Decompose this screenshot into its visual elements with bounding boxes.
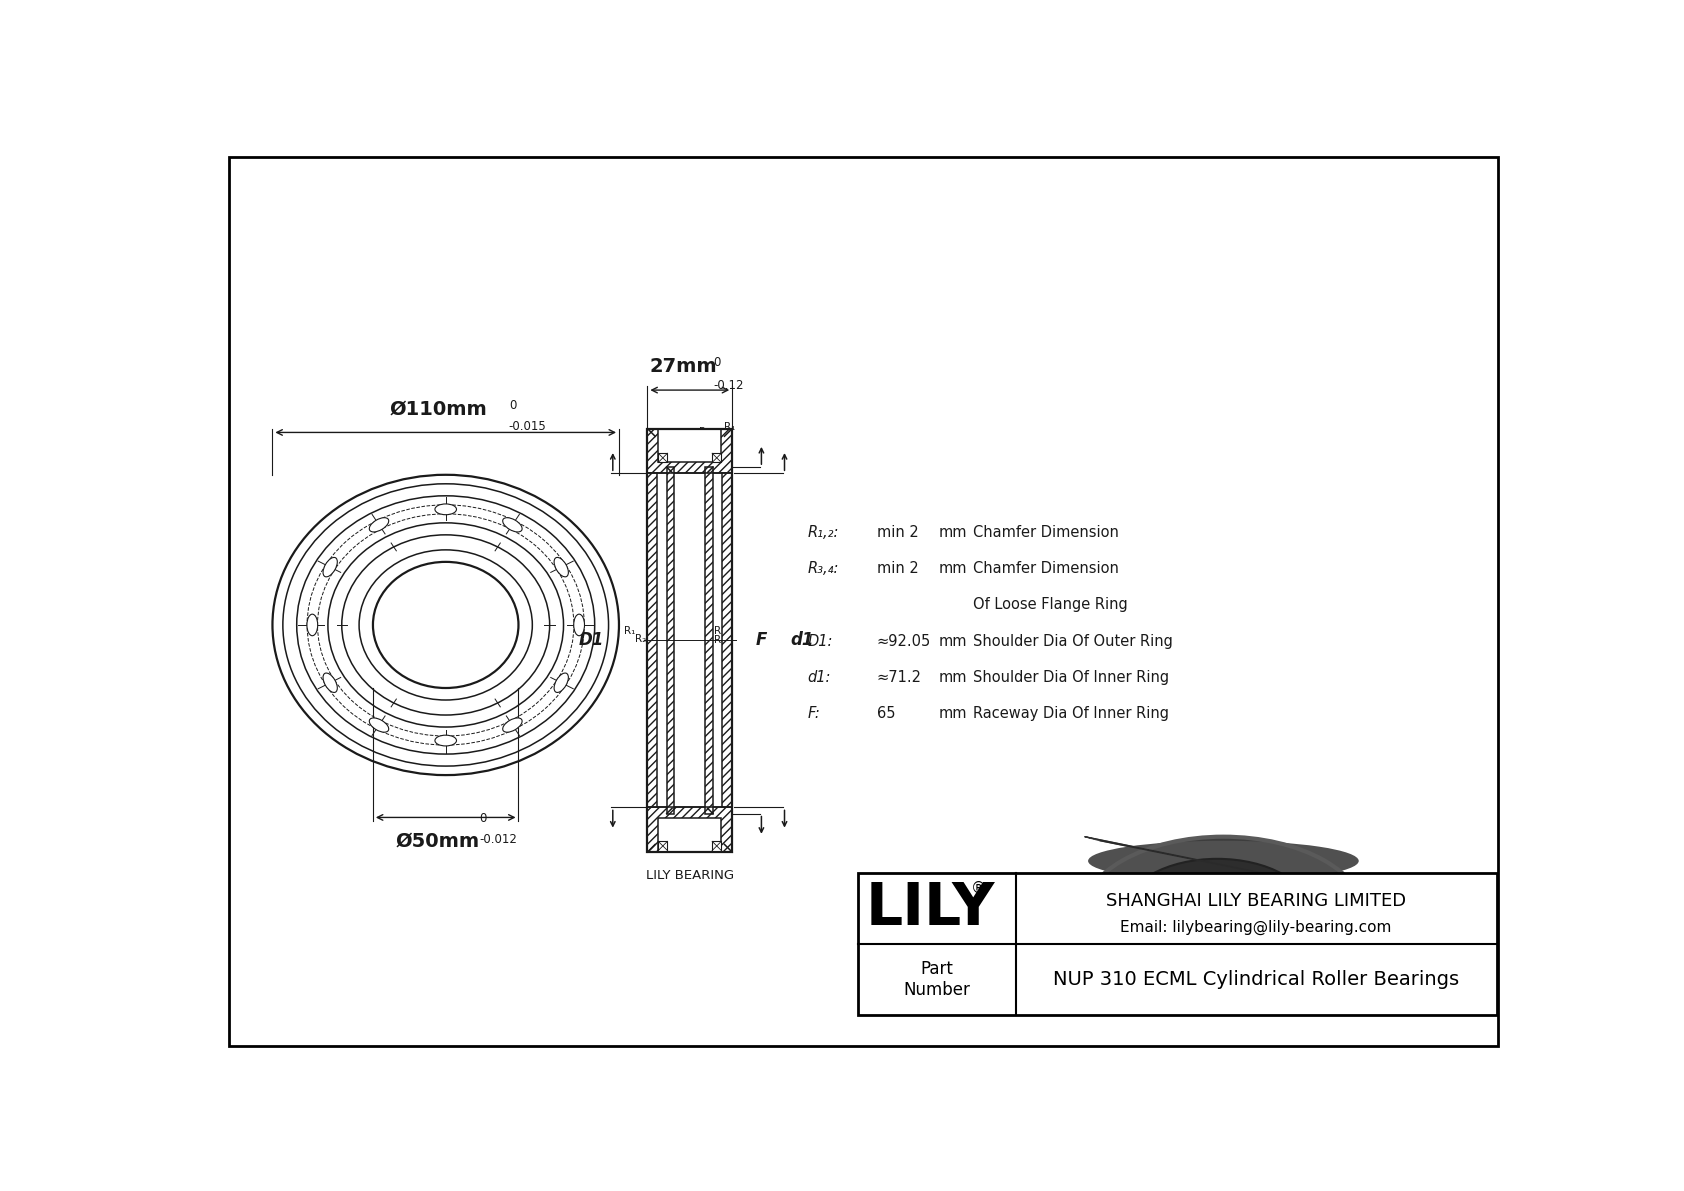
Text: ≈71.2: ≈71.2 (877, 669, 921, 685)
Bar (658, 841, 667, 850)
Text: LILY: LILY (866, 880, 995, 937)
Text: mm: mm (938, 634, 967, 649)
Text: R₄: R₄ (714, 636, 726, 646)
Text: SHANGHAI LILY BEARING LIMITED: SHANGHAI LILY BEARING LIMITED (1106, 892, 1406, 910)
Bar (647, 473, 657, 807)
Text: Part
Number: Part Number (903, 960, 970, 999)
Ellipse shape (1167, 875, 1266, 941)
Bar (722, 473, 733, 807)
Ellipse shape (372, 562, 519, 688)
Text: R₃: R₃ (714, 626, 726, 636)
Ellipse shape (504, 518, 522, 532)
Text: 0: 0 (509, 399, 517, 412)
Bar (647, 429, 733, 473)
Text: -0.015: -0.015 (509, 420, 547, 434)
Text: D1: D1 (578, 631, 603, 649)
Ellipse shape (369, 518, 389, 532)
Ellipse shape (504, 718, 522, 732)
Text: Shoulder Dia Of Inner Ring: Shoulder Dia Of Inner Ring (973, 669, 1169, 685)
Text: ≈92.05: ≈92.05 (877, 634, 931, 649)
Bar (658, 818, 721, 852)
Text: min 2: min 2 (877, 525, 919, 540)
Ellipse shape (1125, 859, 1310, 964)
Text: mm: mm (938, 669, 967, 685)
Text: d1: d1 (791, 631, 813, 649)
Polygon shape (1362, 893, 1381, 942)
Polygon shape (1084, 837, 1381, 897)
Text: mm: mm (938, 525, 967, 540)
Text: -0.012: -0.012 (480, 833, 517, 846)
Bar (706, 467, 712, 813)
Text: d1:: d1: (808, 669, 830, 685)
Bar (658, 429, 721, 462)
Ellipse shape (323, 673, 337, 692)
Text: NUP 310 ECML Cylindrical Roller Bearings: NUP 310 ECML Cylindrical Roller Bearings (1052, 971, 1460, 990)
Ellipse shape (554, 673, 569, 692)
Ellipse shape (434, 735, 456, 746)
Text: Raceway Dia Of Inner Ring: Raceway Dia Of Inner Ring (973, 706, 1169, 721)
Bar (658, 818, 721, 852)
Text: 27mm: 27mm (650, 357, 717, 376)
Text: LILY BEARING: LILY BEARING (645, 869, 734, 883)
Ellipse shape (323, 557, 337, 576)
Text: mm: mm (938, 561, 967, 576)
Text: Email: lilybearing@lily-bearing.com: Email: lilybearing@lily-bearing.com (1120, 919, 1391, 935)
Ellipse shape (554, 557, 569, 576)
Text: F:: F: (808, 706, 820, 721)
Bar (857, 873, 1497, 1016)
Bar (647, 429, 733, 852)
Bar (712, 454, 721, 462)
Text: 0: 0 (712, 356, 721, 368)
Bar (647, 429, 733, 473)
Text: ®: ® (970, 881, 985, 896)
Polygon shape (1180, 885, 1268, 908)
Text: Of Loose Flange Ring: Of Loose Flange Ring (973, 598, 1128, 612)
Text: Chamfer Dimension: Chamfer Dimension (973, 525, 1120, 540)
Text: 0: 0 (480, 812, 487, 825)
Bar (658, 429, 721, 462)
Bar (647, 807, 733, 852)
Text: D1:: D1: (808, 634, 834, 649)
Ellipse shape (306, 615, 318, 636)
Text: Shoulder Dia Of Outer Ring: Shoulder Dia Of Outer Ring (973, 634, 1174, 649)
Bar (658, 454, 667, 462)
Text: Ø50mm: Ø50mm (396, 831, 480, 850)
Text: R₁: R₁ (623, 626, 635, 636)
Bar (667, 467, 674, 813)
Text: R₂: R₂ (699, 426, 711, 437)
Ellipse shape (434, 504, 456, 515)
Text: Ø110mm: Ø110mm (389, 399, 487, 418)
Text: R₁,₂:: R₁,₂: (808, 525, 839, 540)
Text: R₃,₄:: R₃,₄: (808, 561, 839, 576)
Text: Chamfer Dimension: Chamfer Dimension (973, 561, 1120, 576)
Bar (712, 841, 721, 850)
Text: 65: 65 (877, 706, 896, 721)
Ellipse shape (1088, 841, 1359, 881)
Bar (647, 807, 733, 852)
Text: -0.12: -0.12 (712, 379, 743, 392)
Text: mm: mm (938, 706, 967, 721)
Ellipse shape (574, 615, 584, 636)
Ellipse shape (369, 718, 389, 732)
Text: min 2: min 2 (877, 561, 919, 576)
Text: R₂: R₂ (635, 634, 647, 644)
Text: F: F (756, 631, 768, 649)
Ellipse shape (1081, 837, 1366, 998)
Text: R₁: R₁ (724, 422, 736, 432)
